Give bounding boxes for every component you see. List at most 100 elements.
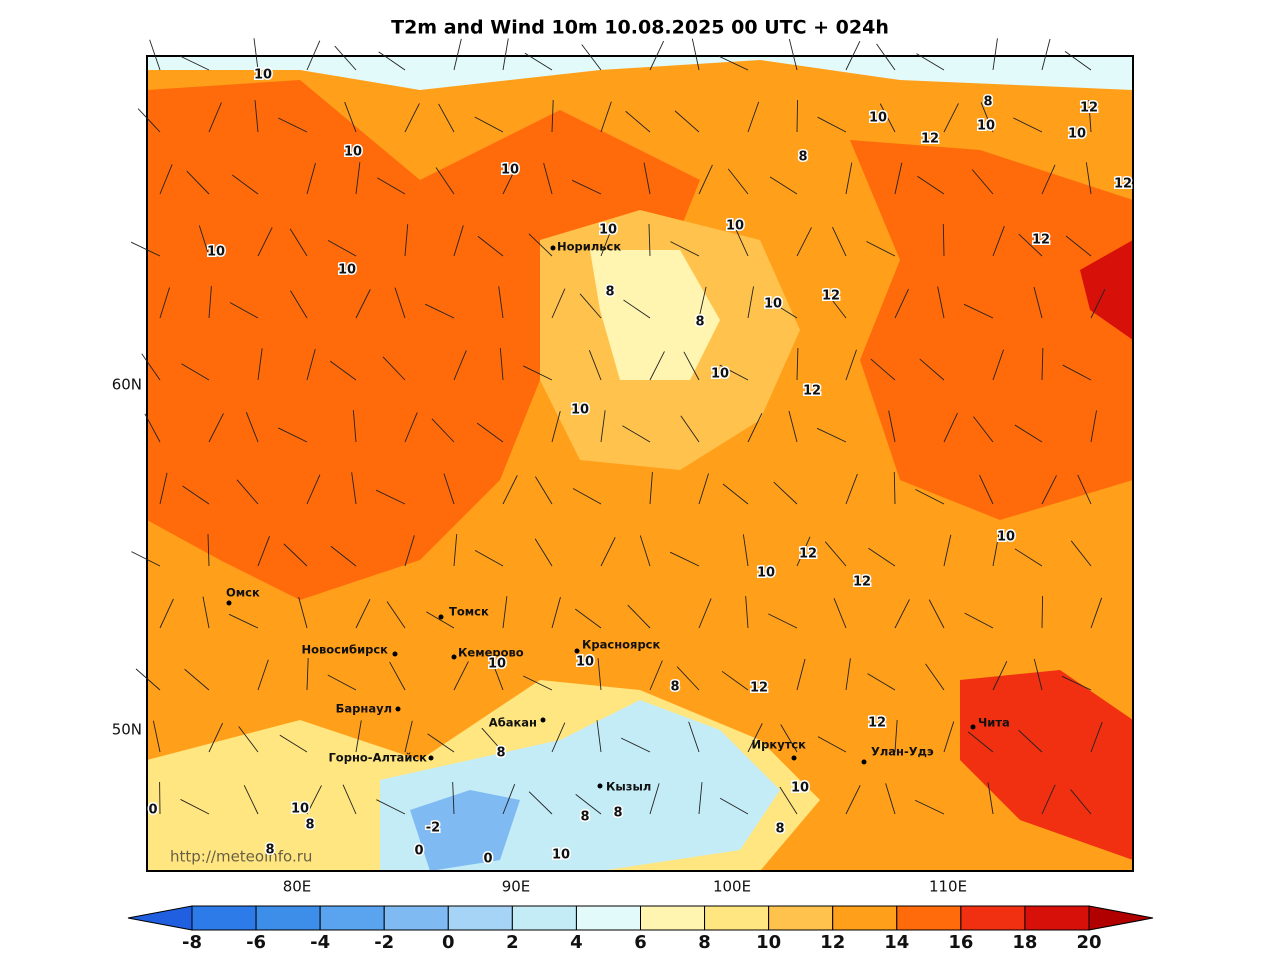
contour-label: 12: [853, 575, 871, 590]
wind-barb: [306, 163, 316, 195]
wind-barb: [674, 110, 700, 133]
wind-barb: [1014, 424, 1043, 443]
wind-barb: [453, 350, 467, 381]
wind-barb: [502, 38, 509, 71]
wind-barb: [327, 239, 357, 257]
wind-barb: [551, 288, 566, 319]
contour-label: 8: [695, 315, 704, 330]
wind-barb: [796, 536, 811, 567]
wind-barb: [788, 410, 798, 443]
wind-barb: [894, 599, 910, 629]
lat-label: 60N: [112, 376, 142, 394]
wind-barb: [534, 538, 553, 567]
city-dot: [970, 724, 976, 730]
colorbar-box: [960, 905, 1026, 931]
wind-barb: [306, 785, 322, 815]
contour-label: 8: [305, 818, 314, 833]
city-label: Абакан: [489, 716, 537, 730]
wind-barb: [137, 108, 161, 133]
wind-barb: [648, 224, 651, 257]
wind-barb: [426, 611, 455, 629]
wind-barb: [278, 427, 308, 443]
wind-barb: [236, 479, 259, 505]
colorbar-tick: 20: [1076, 932, 1101, 953]
wind-barb: [572, 488, 602, 505]
wind-barb: [833, 598, 847, 629]
wind-barb: [404, 224, 409, 257]
contour-label: 8: [798, 150, 807, 165]
city-label: Чита: [978, 716, 1010, 730]
wind-barb: [779, 786, 798, 815]
wind-barb: [649, 351, 665, 381]
contour-label: 12: [1080, 101, 1098, 116]
wind-barb: [963, 303, 994, 319]
wind-barb: [698, 473, 709, 505]
contour-label: 10: [791, 781, 809, 796]
wind-barb: [680, 415, 700, 443]
wind-barb: [845, 162, 853, 195]
wind-barb: [376, 799, 406, 815]
wind-barb: [477, 235, 504, 257]
wind-barb: [649, 783, 660, 815]
wind-barb: [182, 485, 210, 505]
city-dot: [226, 600, 232, 606]
wind-barb: [719, 797, 749, 815]
contour-label: 8: [775, 822, 784, 837]
wind-barb: [135, 668, 161, 691]
wind-barb: [845, 785, 861, 815]
colorbar-tick: 14: [884, 932, 909, 953]
colorbar-tick: 4: [570, 932, 583, 953]
wind-barb: [980, 102, 994, 133]
city-dot: [574, 648, 580, 654]
wind-barb: [722, 483, 749, 505]
wind-barb: [943, 534, 952, 567]
wind-barb: [330, 545, 357, 567]
wind-barb: [937, 286, 945, 319]
colorbar-low: [127, 905, 193, 931]
wind-barb: [943, 721, 955, 753]
wind-barb: [780, 724, 798, 753]
wind-barb: [698, 598, 712, 629]
wind-barb: [649, 660, 663, 691]
wind-barb: [879, 103, 896, 133]
wind-barb: [992, 225, 1005, 257]
lon-label: 100E: [713, 878, 751, 896]
colorbar-tick: 16: [948, 932, 973, 953]
city-dot: [791, 755, 797, 761]
wind-barb: [334, 45, 357, 71]
wind-barb: [893, 471, 896, 505]
wind-barb: [691, 38, 700, 71]
wind-barb: [1061, 675, 1092, 691]
wind-barb: [159, 287, 170, 319]
colorbar-box: [447, 905, 513, 931]
colorbar-tick: 18: [1012, 932, 1037, 953]
wind-barb: [404, 720, 413, 753]
wind-barb: [382, 356, 406, 381]
wind-barb: [427, 733, 455, 753]
wind-barb: [208, 722, 224, 753]
contour-label: 10: [291, 802, 309, 817]
contour-label: 12: [822, 289, 840, 304]
wind-barb: [424, 303, 455, 319]
city-label: Барнаул: [336, 702, 392, 716]
city-dot: [597, 783, 603, 789]
colorbar-box: [896, 905, 962, 931]
wind-barb: [352, 410, 357, 443]
wind-barb: [916, 53, 945, 71]
wind-barb: [622, 425, 651, 443]
contour-label: 10: [501, 163, 519, 178]
wind-barb: [1041, 595, 1044, 629]
lat-label: 50N: [112, 721, 142, 739]
wind-barb: [575, 608, 602, 629]
wind-barb: [290, 290, 308, 319]
contour-label: 10: [571, 403, 589, 418]
wind-barb: [796, 658, 806, 691]
wind-barb: [676, 666, 700, 691]
contour-label: 10: [869, 111, 887, 126]
wind-barb: [159, 164, 173, 195]
contour-label: 10: [207, 245, 225, 260]
cold-area: [410, 790, 520, 871]
city-label: Томск: [449, 605, 489, 619]
wind-barb: [745, 596, 749, 629]
